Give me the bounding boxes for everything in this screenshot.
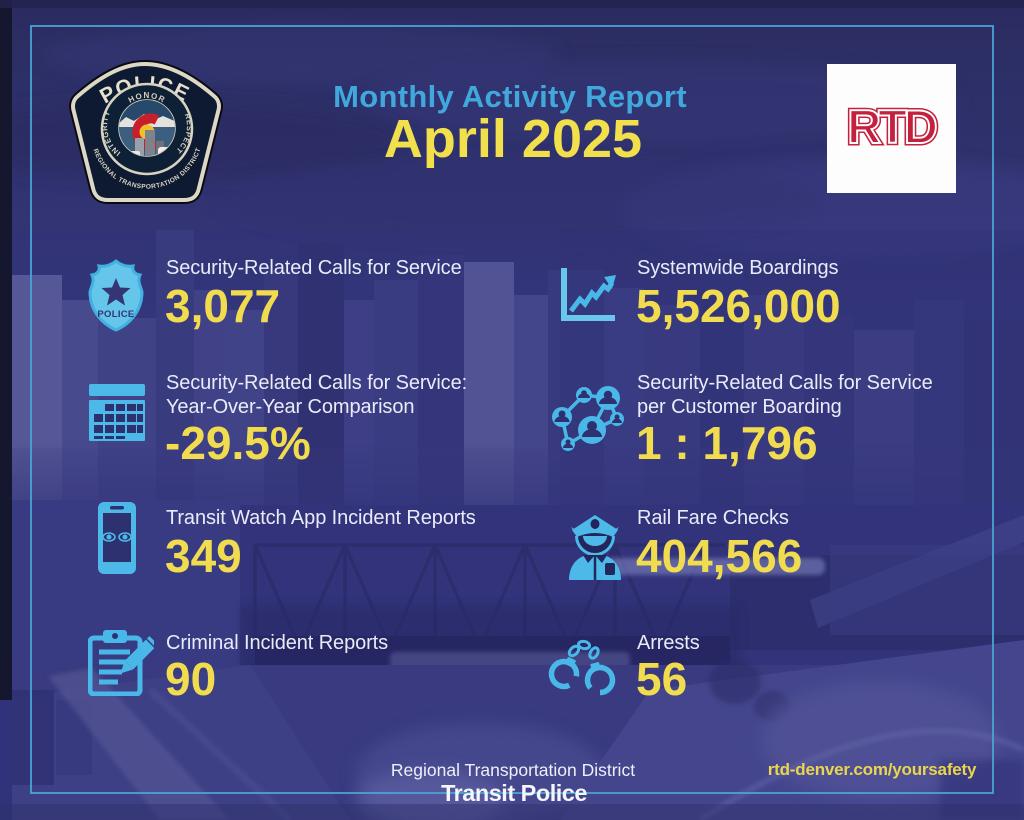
svg-text:HONOR: HONOR <box>127 91 167 105</box>
svg-text:POLICE: POLICE <box>97 309 134 320</box>
svg-text:RTD: RTD <box>847 100 936 153</box>
svg-text:RTD: RTD <box>847 100 936 153</box>
